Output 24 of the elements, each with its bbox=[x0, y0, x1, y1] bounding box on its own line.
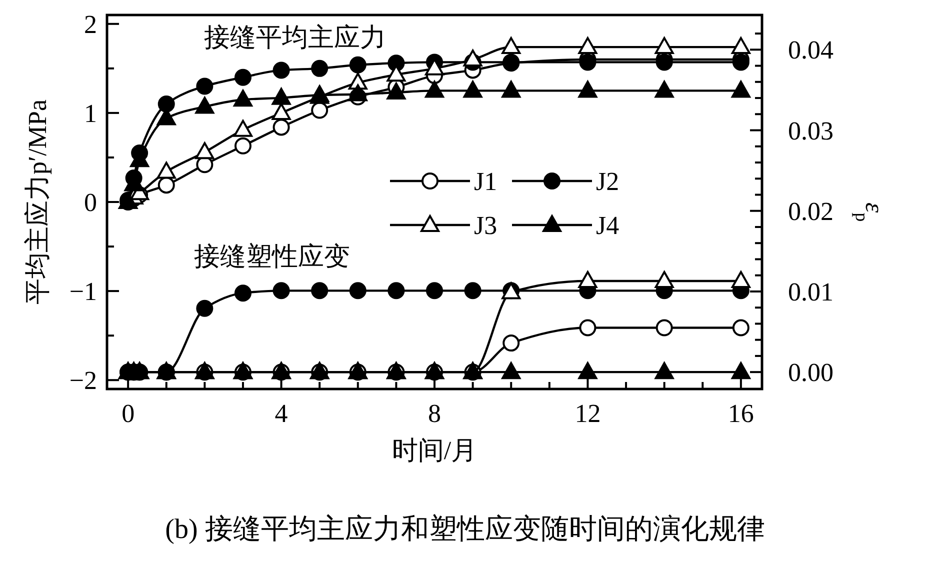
y2-tick-label: 0.01 bbox=[788, 277, 834, 306]
y2-tick-label: 0.02 bbox=[788, 196, 834, 226]
y-tick-label: −1 bbox=[69, 277, 97, 306]
text: (b) 接缝平均主应力和塑性应变随时间的演化规律 bbox=[165, 513, 765, 545]
x-tick-label: 8 bbox=[428, 399, 441, 428]
x-tick-label: 0 bbox=[122, 399, 135, 428]
y2-tick-label: 0.04 bbox=[788, 36, 834, 65]
y-tick-label: 0 bbox=[84, 188, 97, 217]
y2-tick-label: 0.03 bbox=[788, 116, 834, 146]
x-axis-title: 时间/月 bbox=[392, 436, 478, 465]
x-tick-label: 16 bbox=[728, 399, 754, 428]
y-tick-label: −2 bbox=[69, 366, 97, 396]
legend-label: J3 bbox=[474, 211, 498, 240]
x-tick-label: 4 bbox=[274, 399, 288, 428]
y2-tick-label: 0.00 bbox=[788, 358, 834, 388]
annotation: 接缝平均主应力 bbox=[204, 23, 386, 52]
annotation: 接缝塑性应变 bbox=[194, 242, 350, 271]
y-tick-label: 2 bbox=[84, 10, 97, 39]
legend-label: J4 bbox=[596, 211, 620, 240]
x-tick-label: 12 bbox=[574, 399, 601, 428]
y-axis-title: 平均主应力p′/MPa bbox=[23, 99, 52, 305]
legend-label: J2 bbox=[596, 167, 620, 196]
legend-label: J1 bbox=[474, 167, 498, 196]
y-tick-label: 1 bbox=[84, 98, 97, 128]
